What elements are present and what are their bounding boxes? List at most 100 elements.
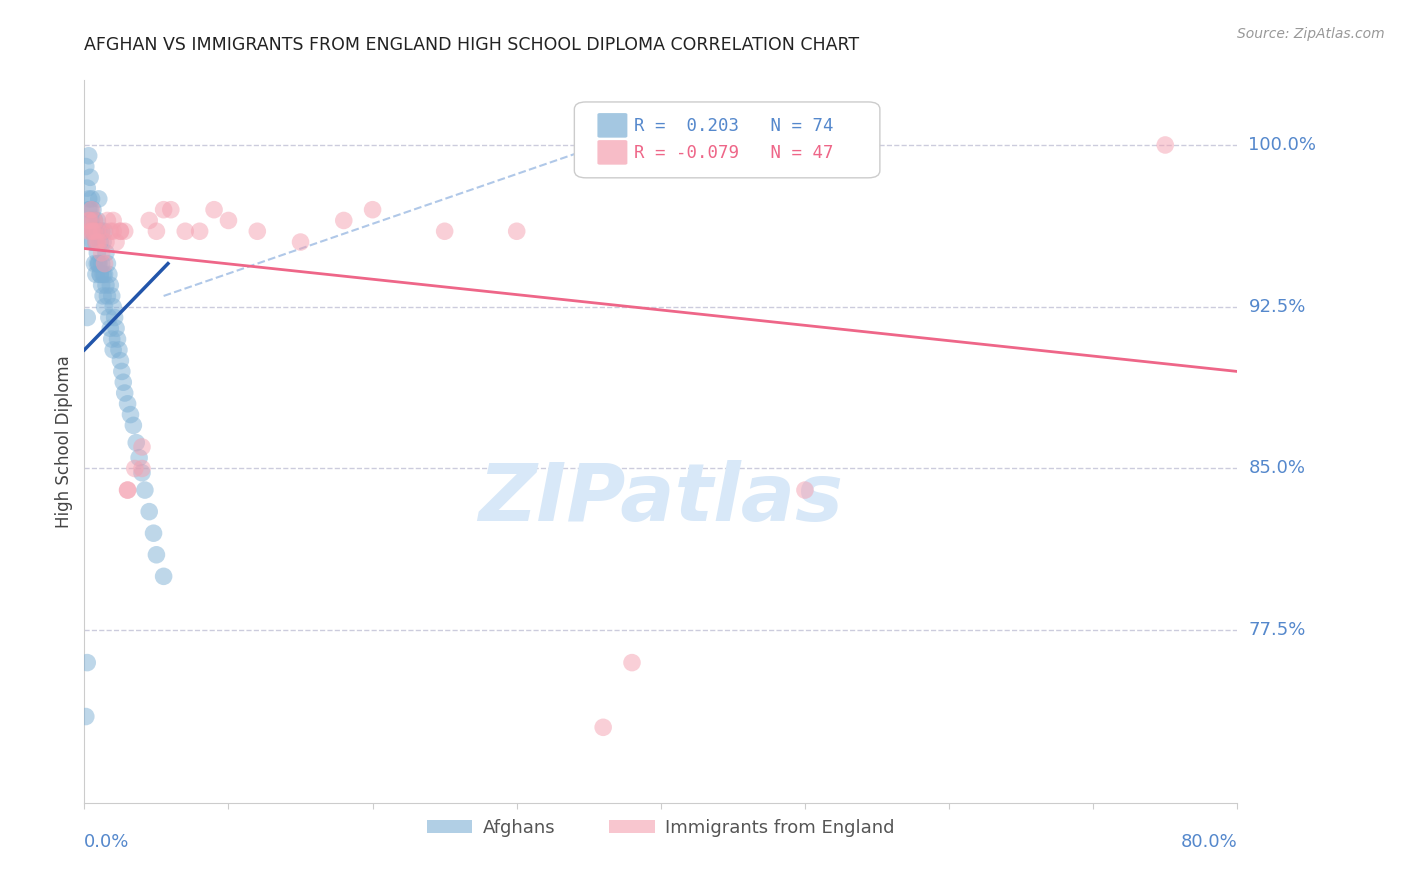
Point: [94, 235, 117, 249]
Point: [76, 656, 98, 670]
Point: [90, 224, 112, 238]
Point: [117, 397, 139, 411]
Point: [79, 202, 101, 217]
Point: [86, 245, 108, 260]
Point: [218, 213, 240, 227]
Point: [79, 213, 101, 227]
Point: [114, 386, 136, 401]
Point: [125, 435, 148, 450]
Point: [100, 289, 122, 303]
FancyBboxPatch shape: [598, 113, 627, 137]
Legend: Afghans, Immigrants from England: Afghans, Immigrants from England: [419, 812, 903, 845]
Point: [84, 235, 107, 249]
Point: [152, 569, 174, 583]
Point: [110, 224, 132, 238]
Text: 0.0%: 0.0%: [84, 833, 129, 851]
Point: [128, 450, 150, 465]
Point: [82, 235, 104, 249]
Point: [93, 257, 115, 271]
Point: [138, 213, 160, 227]
Point: [89, 268, 111, 282]
Point: [794, 483, 817, 497]
Point: [93, 268, 115, 282]
Point: [90, 245, 112, 260]
Point: [82, 202, 104, 217]
Point: [76, 310, 98, 325]
Point: [77, 213, 100, 227]
Point: [90, 278, 112, 293]
Point: [120, 408, 142, 422]
Point: [93, 300, 115, 314]
Point: [82, 224, 104, 238]
Point: [89, 268, 111, 282]
FancyBboxPatch shape: [598, 140, 627, 165]
Point: [97, 310, 120, 325]
Point: [1154, 138, 1177, 153]
Point: [80, 235, 103, 249]
Point: [90, 257, 112, 271]
Point: [79, 170, 101, 185]
Point: [103, 224, 124, 238]
Point: [433, 224, 456, 238]
Point: [80, 192, 103, 206]
Point: [80, 202, 103, 217]
Point: [87, 235, 110, 249]
Point: [361, 202, 384, 217]
Point: [77, 224, 100, 238]
Text: Source: ZipAtlas.com: Source: ZipAtlas.com: [1237, 27, 1385, 41]
Point: [96, 289, 118, 303]
Point: [87, 257, 110, 271]
Point: [98, 321, 121, 335]
Point: [131, 461, 153, 475]
Point: [87, 224, 110, 238]
Point: [83, 213, 105, 227]
Point: [131, 466, 153, 480]
Point: [91, 289, 114, 303]
Point: [75, 709, 97, 723]
Point: [110, 353, 132, 368]
Point: [333, 213, 356, 227]
Point: [145, 548, 167, 562]
Point: [83, 224, 105, 238]
Point: [86, 257, 108, 271]
Point: [105, 235, 128, 249]
Point: [145, 224, 167, 238]
Y-axis label: High School Diploma: High School Diploma: [55, 355, 73, 528]
Point: [77, 149, 100, 163]
Point: [110, 224, 132, 238]
Point: [80, 213, 103, 227]
Point: [86, 213, 108, 227]
Point: [103, 300, 124, 314]
Point: [124, 461, 146, 475]
Point: [96, 213, 118, 227]
Point: [131, 440, 153, 454]
Point: [82, 224, 104, 238]
Point: [290, 235, 312, 249]
Text: R =  0.203   N = 74: R = 0.203 N = 74: [634, 118, 834, 136]
Point: [98, 224, 121, 238]
Point: [80, 224, 103, 238]
Point: [105, 321, 128, 335]
Text: R = -0.079   N = 47: R = -0.079 N = 47: [634, 145, 834, 162]
Text: AFGHAN VS IMMIGRANTS FROM ENGLAND HIGH SCHOOL DIPLOMA CORRELATION CHART: AFGHAN VS IMMIGRANTS FROM ENGLAND HIGH S…: [84, 36, 859, 54]
Point: [77, 192, 100, 206]
Point: [621, 656, 644, 670]
Point: [98, 278, 121, 293]
Point: [93, 224, 115, 238]
Point: [83, 257, 105, 271]
Point: [83, 224, 105, 238]
FancyBboxPatch shape: [575, 102, 880, 178]
Point: [122, 418, 145, 433]
Point: [142, 526, 165, 541]
Point: [89, 235, 111, 249]
Point: [97, 268, 120, 282]
Point: [80, 224, 103, 238]
Point: [96, 257, 118, 271]
Point: [75, 160, 97, 174]
Point: [112, 376, 135, 390]
Point: [79, 213, 101, 227]
Point: [246, 224, 269, 238]
Point: [174, 224, 197, 238]
Point: [104, 310, 127, 325]
Point: [117, 483, 139, 497]
